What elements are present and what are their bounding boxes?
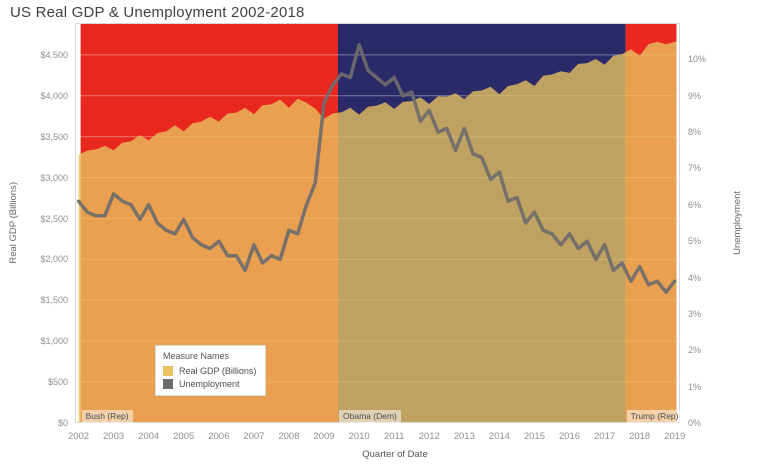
y-left-tick-2000: $2,000 <box>40 254 68 265</box>
y-axis-right-title: Unemployment <box>731 191 743 255</box>
y-right-tick-2: 2% <box>688 345 702 356</box>
y-right-tick-3: 3% <box>688 308 702 319</box>
y-right-tick-10: 10% <box>688 54 707 65</box>
y-axis-right-tick-labels: 0% 1% 2% 3% 4% 5% 6% 7% 8% 9% 10% <box>688 23 728 428</box>
x-tick-2002: 2002 <box>67 431 90 442</box>
y-right-tick-0: 0% <box>688 418 702 428</box>
legend-items: Real GDP (Billions) Unemployment <box>163 366 256 389</box>
x-tick-2017: 2017 <box>594 431 616 442</box>
y-left-tick-1500: $1,500 <box>40 295 68 306</box>
y-left-tick-3000: $3,000 <box>40 172 68 183</box>
x-tick-2006: 2006 <box>208 431 230 442</box>
y-left-tick-2500: $2,500 <box>40 213 68 224</box>
x-tick-2018: 2018 <box>629 431 651 442</box>
x-axis-tick-labels: 2002 2003 2004 2005 2006 2007 2008 2009 2010 2011… <box>68 431 685 445</box>
y-right-tick-7: 7% <box>688 163 702 174</box>
x-axis-title: Quarter of Date <box>362 449 428 460</box>
legend-swatch-real-gdp-billions <box>163 366 173 376</box>
x-tick-2014: 2014 <box>488 431 510 442</box>
x-tick-2016: 2016 <box>558 431 581 442</box>
x-tick-2008: 2008 <box>278 431 300 442</box>
y-axis-left-tick-labels: $0 $500 $1,000 $1,500 $2,000 $2,500 $3,000 $3,5… <box>0 23 68 428</box>
legend-item-unemployment[interactable]: Unemployment <box>163 379 256 389</box>
y-right-tick-9: 9% <box>688 90 702 101</box>
y-left-tick-4000: $4,000 <box>40 90 68 101</box>
legend-swatch-unemployment <box>163 379 173 389</box>
y-right-tick-6: 6% <box>688 199 702 210</box>
y-left-tick-4500: $4,500 <box>40 49 68 60</box>
legend-title: Measure Names <box>163 351 230 361</box>
band-chip-obama-dem: Obama (Dem) <box>339 410 401 423</box>
band-chip-trump-rep: Trump (Rep) <box>626 410 683 423</box>
dual-axis-chart[interactable] <box>75 23 680 423</box>
legend: Measure Names Real GDP (Billions) Unemplo… <box>155 345 267 396</box>
y-axis-right: Unemployment <box>730 23 744 423</box>
x-tick-2007: 2007 <box>243 431 265 442</box>
plot-area[interactable]: Bush (Rep) Obama (Dem) Trump (Rep) Measure… <box>75 23 683 423</box>
x-tick-2004: 2004 <box>138 431 160 442</box>
gdp-area-mark[interactable] <box>78 41 677 423</box>
x-tick-2009: 2009 <box>313 431 335 442</box>
y-left-tick-1000: $1,000 <box>40 336 68 347</box>
x-tick-2005: 2005 <box>173 431 195 442</box>
unemployment-line-mark[interactable] <box>76 43 677 294</box>
x-tick-2011: 2011 <box>383 431 405 442</box>
x-tick-2012: 2012 <box>418 431 440 442</box>
x-tick-2013: 2013 <box>453 431 475 442</box>
y-left-tick-0: $0 <box>57 418 68 428</box>
legend-label: Real GDP (Billions) <box>179 366 257 376</box>
legend-label: Unemployment <box>179 379 240 389</box>
y-left-tick-3500: $3,500 <box>40 131 68 142</box>
x-tick-2003: 2003 <box>103 431 125 442</box>
x-tick-2019: 2019 <box>664 431 686 442</box>
chart-title: US Real GDP & Unemployment 2002-2018 <box>10 4 305 21</box>
legend-item-real-gdp-billions[interactable]: Real GDP (Billions) <box>163 366 256 376</box>
x-tick-2015: 2015 <box>523 431 545 442</box>
x-tick-2010: 2010 <box>348 431 370 442</box>
y-right-tick-5: 5% <box>688 236 702 247</box>
band-chip-bush-rep: Bush (Rep) <box>81 410 133 423</box>
y-left-tick-500: $500 <box>47 377 68 388</box>
y-right-tick-4: 4% <box>688 272 702 283</box>
y-right-tick-8: 8% <box>688 127 702 138</box>
y-right-tick-1: 1% <box>688 381 702 392</box>
